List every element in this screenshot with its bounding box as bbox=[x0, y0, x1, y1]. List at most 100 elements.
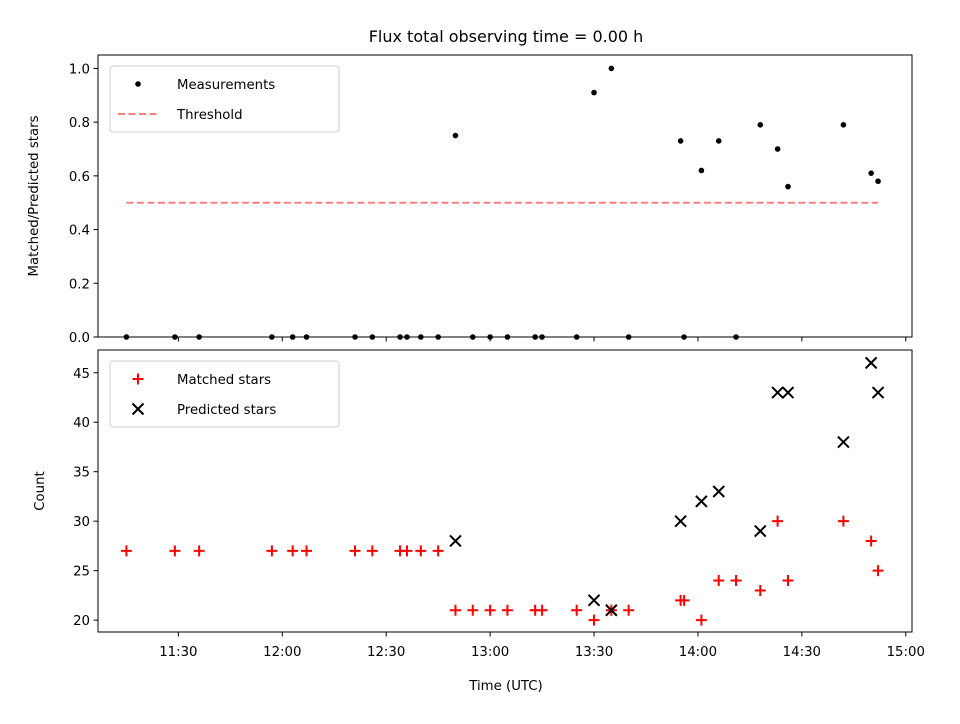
panel2-y-tick-label: 45 bbox=[73, 367, 90, 382]
measurement-point bbox=[303, 334, 310, 340]
matched-star-point bbox=[432, 545, 444, 557]
measurement-point bbox=[757, 122, 764, 128]
matched-star-point bbox=[678, 594, 690, 606]
x-tick-label: 14:00 bbox=[679, 645, 717, 660]
matched-star-point bbox=[169, 545, 181, 557]
measurement-point bbox=[352, 334, 358, 340]
measurement-point bbox=[698, 167, 705, 174]
measurement-point bbox=[123, 334, 130, 340]
predicted-star-point bbox=[674, 514, 687, 528]
panel2-legend-key-plus bbox=[132, 373, 144, 385]
measurement-point bbox=[868, 170, 874, 176]
matched-star-point bbox=[120, 545, 132, 557]
chart-title: Flux total observing time = 0.00 h bbox=[369, 27, 644, 46]
measurement-point bbox=[840, 122, 847, 128]
panel2-y-tick-label: 40 bbox=[73, 416, 90, 431]
x-tick-label: 14:30 bbox=[783, 645, 821, 660]
matched-star-point bbox=[782, 575, 794, 587]
predicted-star-point bbox=[864, 356, 878, 370]
measurement-point bbox=[397, 334, 403, 340]
panel1-legend-label: Threshold bbox=[176, 108, 243, 123]
measurement-point bbox=[269, 334, 275, 340]
measurement-point bbox=[487, 334, 493, 340]
panel1-y-tick-label: 1.0 bbox=[69, 62, 90, 77]
matched-star-point bbox=[467, 604, 479, 616]
matched-star-point bbox=[588, 614, 600, 626]
x-tick-label: 11:30 bbox=[159, 645, 197, 660]
matched-star-point bbox=[695, 614, 707, 626]
measurement-point bbox=[785, 183, 791, 190]
measurement-point bbox=[733, 334, 739, 340]
matched-star-point bbox=[287, 545, 299, 557]
measurement-point bbox=[532, 334, 538, 340]
panel2-y-axis-label: Count bbox=[33, 471, 48, 511]
matched-star-point bbox=[266, 545, 278, 557]
panel2-legend-box bbox=[109, 360, 340, 428]
panel2-frame bbox=[97, 349, 913, 633]
matched-star-point bbox=[837, 515, 849, 527]
matched-star-point bbox=[484, 604, 496, 616]
panel1-legend-label: Measurements bbox=[177, 78, 275, 93]
panel2-y-tick-label: 20 bbox=[73, 614, 90, 629]
x-tick-label: 15:00 bbox=[887, 645, 925, 660]
matched-star-point bbox=[865, 535, 877, 547]
matched-star-point bbox=[501, 604, 513, 616]
predicted-star-point bbox=[871, 386, 885, 399]
x-tick-label: 12:00 bbox=[263, 645, 301, 660]
x-tick-label: 13:30 bbox=[575, 645, 613, 660]
matched-star-point bbox=[193, 545, 205, 557]
measurement-point bbox=[573, 334, 580, 340]
measurement-point bbox=[875, 178, 881, 185]
measurement-point bbox=[469, 334, 476, 340]
panel2-legend-label: Matched stars bbox=[177, 373, 271, 388]
predicted-star-point bbox=[449, 534, 462, 548]
panel1-y-tick-label: 0.0 bbox=[69, 331, 90, 346]
matched-star-point bbox=[349, 545, 361, 557]
predicted-star-point bbox=[781, 386, 795, 399]
measurement-point bbox=[504, 334, 511, 340]
measurement-point bbox=[418, 334, 424, 340]
matched-star-point bbox=[366, 545, 378, 557]
measurement-point bbox=[289, 334, 296, 340]
panel1-y-tick-label: 0.8 bbox=[69, 116, 90, 131]
panel2-y-tick-label: 30 bbox=[73, 515, 90, 530]
panel1-y-axis-label: Matched/Predicted stars bbox=[27, 115, 42, 276]
matched-star-point bbox=[772, 515, 784, 527]
predicted-star-point bbox=[712, 485, 725, 498]
predicted-star-point bbox=[837, 435, 850, 449]
panel1-y-tick-label: 0.4 bbox=[69, 224, 90, 239]
matched-star-point bbox=[730, 575, 742, 587]
measurement-point bbox=[681, 334, 687, 340]
panel1-y-tick-label: 0.2 bbox=[69, 277, 90, 292]
measurement-point bbox=[404, 334, 410, 340]
measurement-point bbox=[774, 146, 781, 152]
measurement-point bbox=[608, 65, 615, 72]
matched-star-point bbox=[713, 575, 725, 587]
panel2-y-tick-label: 25 bbox=[73, 565, 90, 580]
measurement-point bbox=[539, 334, 545, 340]
measurement-point bbox=[715, 138, 722, 144]
predicted-star-point bbox=[605, 604, 618, 617]
measurement-point bbox=[452, 132, 459, 139]
x-axis-label: Time (UTC) bbox=[468, 679, 543, 694]
x-tick-label: 13:00 bbox=[471, 645, 509, 660]
panel2-y-tick-label: 35 bbox=[73, 466, 90, 481]
measurement-point bbox=[369, 334, 376, 340]
matched-star-point bbox=[401, 545, 413, 557]
predicted-star-point bbox=[695, 495, 708, 508]
matched-star-point bbox=[872, 565, 884, 577]
panel2-legend-key-x bbox=[131, 402, 145, 416]
matched-star-point bbox=[623, 604, 635, 616]
measurement-point bbox=[172, 334, 178, 340]
predicted-star-point bbox=[587, 594, 601, 607]
matched-star-point bbox=[415, 545, 427, 557]
predicted-star-point bbox=[771, 386, 784, 399]
matched-star-point bbox=[301, 545, 313, 557]
measurement-point bbox=[591, 89, 597, 96]
matched-star-point bbox=[571, 604, 583, 616]
panel1-legend-box bbox=[109, 65, 340, 133]
matched-star-point bbox=[754, 584, 766, 596]
x-tick-label: 12:30 bbox=[367, 645, 405, 660]
